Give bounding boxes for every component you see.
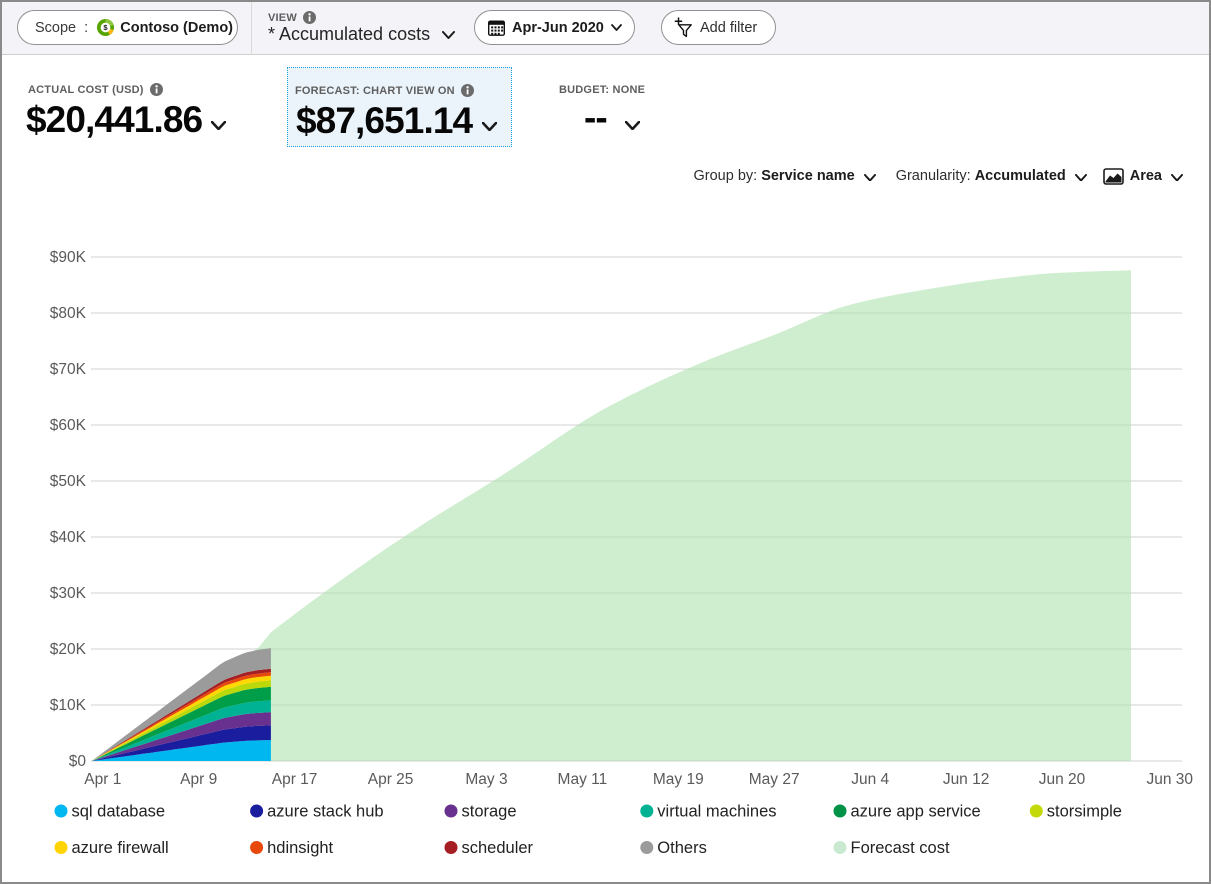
svg-text:Jun 20: Jun 20 bbox=[1039, 771, 1086, 788]
svg-text:$10K: $10K bbox=[50, 697, 87, 714]
svg-text:Apr 25: Apr 25 bbox=[368, 771, 414, 788]
svg-text:Forecast cost: Forecast cost bbox=[851, 839, 950, 857]
svg-text:$0: $0 bbox=[69, 753, 87, 770]
svg-text:$70K: $70K bbox=[50, 361, 87, 378]
svg-text:azure stack hub: azure stack hub bbox=[267, 803, 383, 821]
svg-text:virtual machines: virtual machines bbox=[657, 803, 776, 821]
svg-text:Apr 9: Apr 9 bbox=[180, 771, 217, 788]
svg-text:$50K: $50K bbox=[50, 473, 87, 490]
svg-text:May 11: May 11 bbox=[558, 771, 608, 788]
svg-text:Jun 4: Jun 4 bbox=[851, 771, 889, 788]
svg-text:scheduler: scheduler bbox=[462, 839, 534, 857]
svg-text:$40K: $40K bbox=[50, 529, 87, 546]
svg-text:May 19: May 19 bbox=[653, 771, 704, 788]
svg-text:hdinsight: hdinsight bbox=[267, 839, 333, 857]
svg-text:Apr 1: Apr 1 bbox=[84, 771, 121, 788]
svg-text:$80K: $80K bbox=[50, 305, 87, 322]
svg-text:May 27: May 27 bbox=[749, 771, 800, 788]
svg-text:Jun 12: Jun 12 bbox=[943, 771, 990, 788]
svg-text:$20K: $20K bbox=[50, 641, 87, 658]
svg-text:Others: Others bbox=[657, 839, 707, 857]
svg-text:$: $ bbox=[104, 23, 109, 32]
svg-text:May 3: May 3 bbox=[465, 771, 507, 788]
svg-text:$30K: $30K bbox=[50, 585, 87, 602]
svg-text:Jun 30: Jun 30 bbox=[1146, 771, 1193, 788]
svg-text:$90K: $90K bbox=[50, 249, 87, 266]
svg-text:storage: storage bbox=[462, 803, 517, 821]
svg-text:azure firewall: azure firewall bbox=[72, 839, 169, 857]
svg-text:Apr 17: Apr 17 bbox=[272, 771, 318, 788]
svg-text:$60K: $60K bbox=[50, 417, 87, 434]
svg-text:azure app service: azure app service bbox=[851, 803, 981, 821]
svg-text:sql database: sql database bbox=[72, 803, 166, 821]
svg-text:storsimple: storsimple bbox=[1047, 803, 1122, 821]
